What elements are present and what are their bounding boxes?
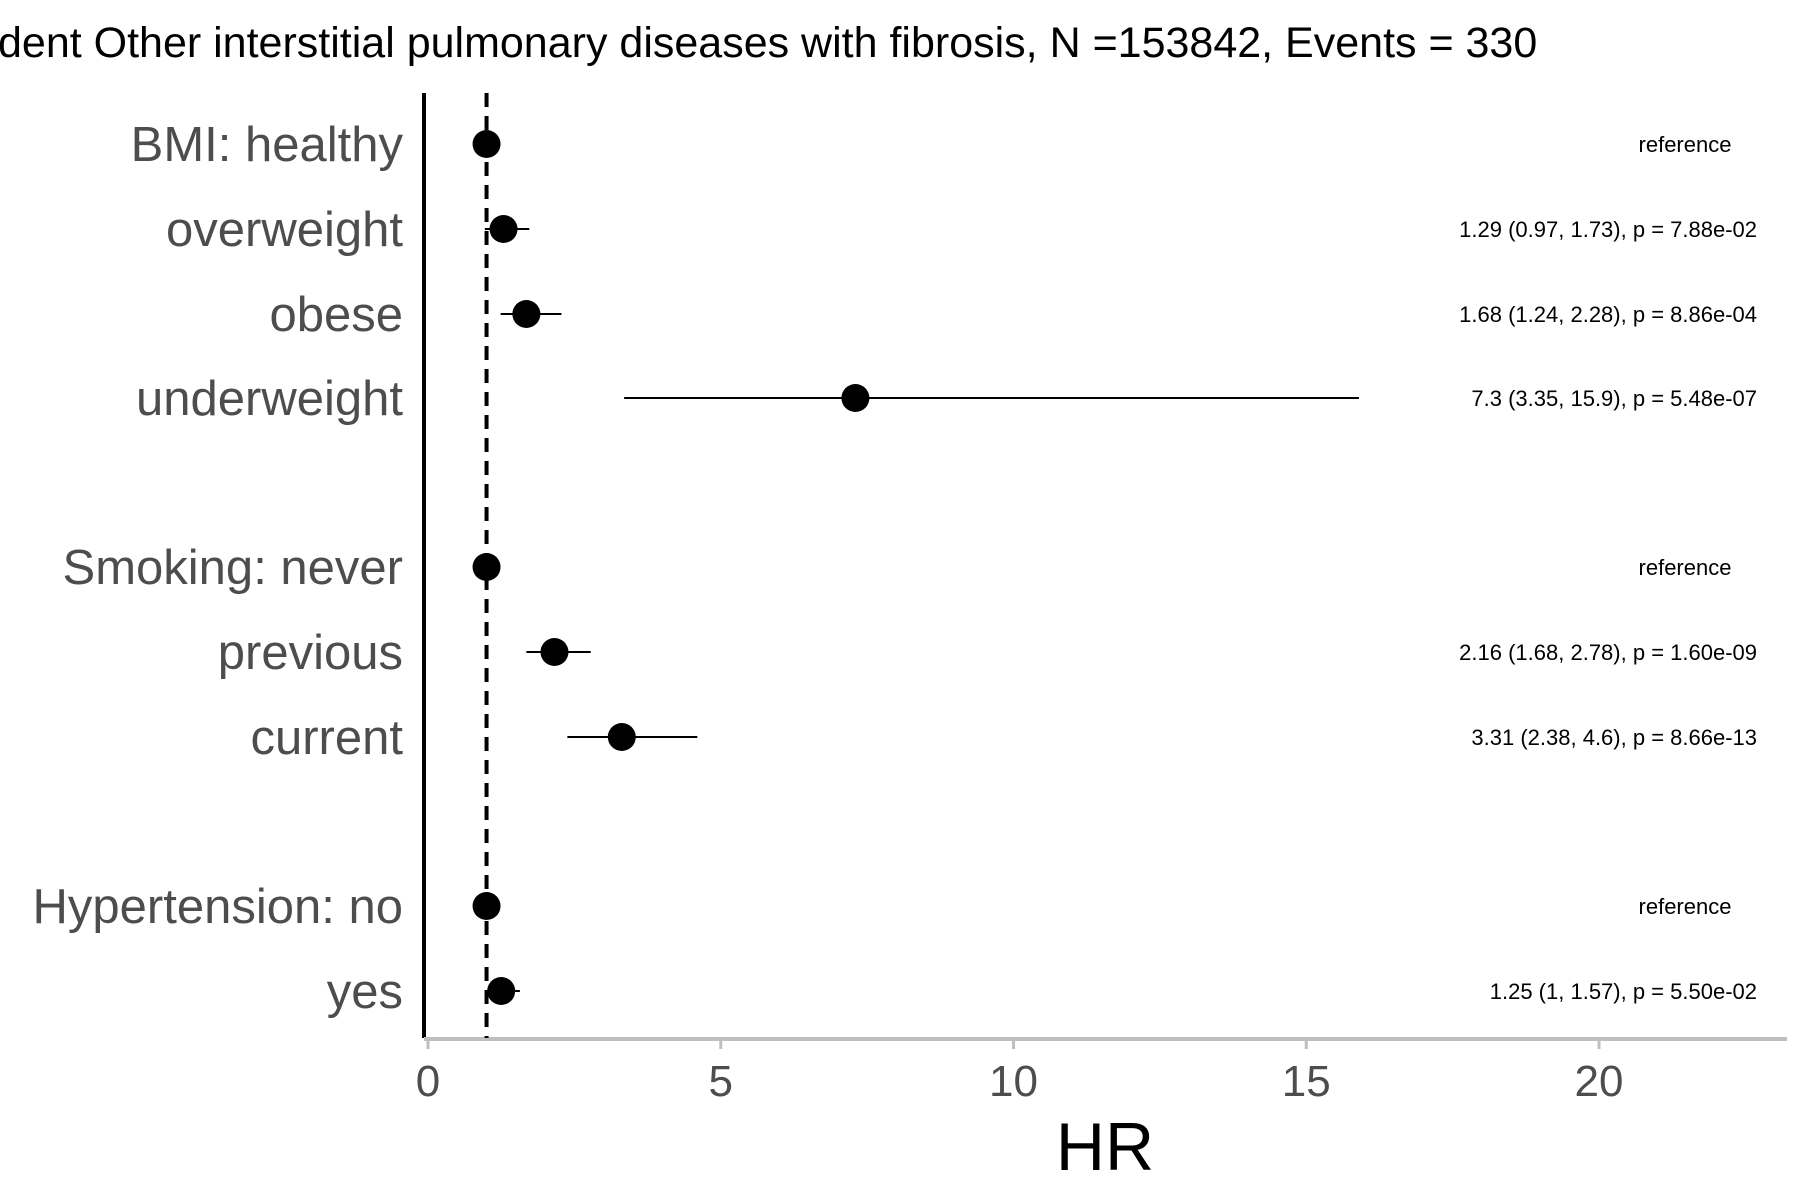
row-annotation: 3.31 (2.38, 4.6), p = 8.66e-13 [1471, 725, 1757, 750]
hazard-ratio-point [607, 723, 636, 751]
row-annotation: 1.68 (1.24, 2.28), p = 8.86e-04 [1459, 302, 1757, 327]
row-annotation: reference [1639, 132, 1732, 157]
hazard-ratio-point [487, 977, 516, 1005]
row-label: yes [327, 965, 403, 1019]
hazard-ratio-point [472, 892, 501, 920]
hazard-ratio-point [489, 215, 518, 243]
row-annotation: 1.25 (1, 1.57), p = 5.50e-02 [1490, 979, 1757, 1004]
hazard-ratio-point [540, 638, 569, 666]
row-annotation: reference [1639, 894, 1732, 919]
row-label: current [250, 711, 403, 765]
hazard-ratio-point [472, 130, 501, 158]
row-annotation: 2.16 (1.68, 2.78), p = 1.60e-09 [1459, 640, 1757, 665]
row-annotation: 1.29 (0.97, 1.73), p = 7.88e-02 [1459, 217, 1757, 242]
x-tick-label: 10 [989, 1057, 1038, 1106]
chart-title: dent Other interstitial pulmonary diseas… [0, 19, 1537, 67]
hazard-ratio-point [512, 300, 541, 328]
row-annotation: reference [1639, 555, 1732, 580]
row-label: underweight [136, 372, 403, 426]
x-tick-label: 0 [416, 1057, 440, 1106]
hazard-ratio-point [472, 553, 501, 581]
row-label: Hypertension: no [33, 880, 403, 934]
row-annotation: 7.3 (3.35, 15.9), p = 5.48e-07 [1471, 386, 1757, 411]
x-tick-label: 5 [709, 1057, 733, 1106]
x-tick-label: 15 [1282, 1057, 1331, 1106]
row-label: BMI: healthy [131, 118, 404, 172]
hazard-ratio-point [841, 384, 870, 412]
row-label: overweight [166, 203, 403, 257]
row-label: Smoking: never [63, 541, 403, 595]
x-axis-title: HR [1056, 1109, 1154, 1185]
x-tick-label: 20 [1575, 1057, 1624, 1106]
row-label: obese [269, 288, 403, 342]
row-label: previous [218, 626, 403, 680]
